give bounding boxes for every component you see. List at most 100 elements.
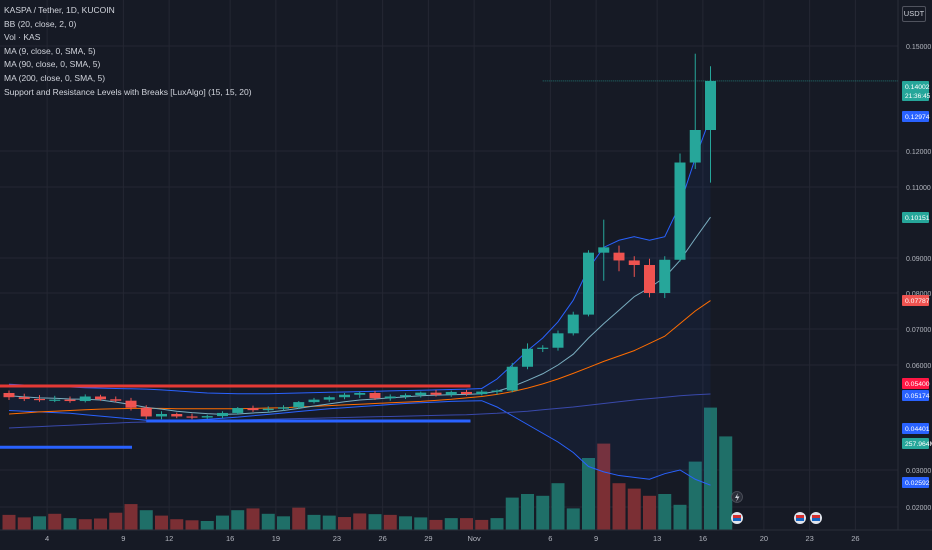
candle-body — [644, 265, 655, 293]
price-tag-label: 0.10151 — [905, 215, 930, 222]
volume-bar — [200, 521, 214, 530]
candle-body — [156, 414, 167, 417]
indicator-ma90[interactable]: MA (90, close, 0, SMA, 5) — [4, 59, 101, 70]
volume-bar — [63, 518, 77, 530]
candle-body — [293, 402, 305, 408]
volume-bar — [383, 514, 397, 530]
volume-bar — [139, 510, 153, 530]
x-tick-label: 26 — [378, 534, 386, 543]
candle-body — [445, 391, 457, 395]
candle-body — [705, 81, 716, 130]
candle-body — [369, 393, 381, 399]
price-tag — [902, 438, 929, 449]
candle-body — [613, 252, 625, 261]
volume-bar — [521, 494, 534, 530]
indicator-volume[interactable]: Vol · KAS — [4, 32, 41, 43]
volume-bar — [170, 519, 184, 530]
y-tick-label: 0.03000 — [906, 468, 931, 475]
volume-bar — [292, 507, 306, 530]
indicator-ma200[interactable]: MA (200, close, 0, SMA, 5) — [4, 72, 106, 83]
price-tag — [902, 295, 929, 306]
volume-bar — [322, 515, 336, 530]
lightning-icon — [731, 491, 743, 503]
candle-body — [461, 391, 472, 395]
x-tick-label: 6 — [548, 534, 552, 543]
volume-bar — [48, 513, 62, 530]
candle-body — [95, 396, 106, 400]
indicator-bb[interactable]: BB (20, close, 2, 0) — [4, 18, 77, 29]
candle-body — [415, 392, 427, 396]
event-flag-icon — [731, 512, 743, 524]
candle-body — [171, 414, 183, 417]
x-tick-label: 23 — [805, 534, 813, 543]
price-tag-label: 0.05400 — [905, 381, 930, 388]
event-flag-icon — [794, 512, 806, 524]
price-tag — [902, 423, 929, 434]
candle-body — [476, 391, 488, 395]
candle-body — [232, 408, 244, 413]
x-tick-label: 19 — [272, 534, 280, 543]
price-tag-label: 0.04401 — [905, 426, 930, 433]
price-tag-label: 0.05174 — [905, 393, 930, 400]
candle-body — [689, 130, 701, 163]
volume-bar — [155, 515, 168, 530]
candle-body — [140, 407, 152, 417]
candle-body — [323, 397, 335, 400]
y-tick-label: 0.11000 — [906, 185, 931, 192]
volume-bar — [33, 516, 46, 530]
candle-body — [308, 399, 320, 403]
y-tick-label: 0.07000 — [906, 327, 931, 334]
candle-body — [79, 396, 91, 402]
bollinger-fill — [9, 117, 711, 486]
chart-legend: KASPA / Tether, 1D, KUCOIN BB (20, close… — [4, 4, 252, 99]
bollinger-lower-line — [8, 400, 711, 486]
candle-body — [491, 390, 503, 392]
price-tag-label: 0.07787 — [905, 298, 930, 305]
ma90-line — [8, 300, 711, 415]
volume-bar — [231, 510, 245, 530]
candles — [3, 53, 716, 420]
currency-button[interactable]: USDT — [902, 6, 926, 22]
x-tick-label: 29 — [424, 534, 432, 543]
volume-bar — [307, 514, 321, 530]
x-tick-label: 16 — [699, 534, 707, 543]
candle-body — [339, 394, 350, 398]
volume-bar — [688, 461, 702, 530]
volume-bar — [94, 518, 107, 530]
candle-body — [64, 399, 76, 402]
volume-bars — [2, 407, 733, 530]
volume-bar — [216, 515, 229, 530]
candle-body — [552, 333, 564, 348]
volume-bar — [536, 495, 550, 530]
x-tick-label: 9 — [594, 534, 598, 543]
symbol-title[interactable]: KASPA / Tether, 1D, KUCOIN — [4, 5, 115, 15]
candle-body — [186, 416, 198, 418]
volume-bar — [597, 443, 611, 530]
volume-bar — [643, 495, 656, 530]
volume-bar — [124, 504, 138, 530]
price-tag-label: 257.964M — [905, 441, 932, 448]
volume-bar — [582, 458, 595, 530]
candle-body — [110, 399, 122, 401]
candle-body — [18, 397, 30, 399]
volume-bar — [673, 504, 687, 530]
grid-lines — [0, 0, 898, 530]
x-tick-label: 9 — [121, 534, 125, 543]
candle-body — [522, 348, 533, 367]
candle-body — [567, 314, 579, 334]
volume-bar — [566, 508, 580, 530]
volume-bar — [246, 508, 260, 530]
indicator-ma9[interactable]: MA (9, close, 0, SMA, 5) — [4, 45, 96, 56]
price-tag — [902, 378, 929, 389]
x-tick-label: 12 — [165, 534, 173, 543]
x-tick-label: 26 — [851, 534, 859, 543]
volume-bar — [17, 517, 31, 530]
candle-body — [247, 408, 259, 411]
candle-body — [125, 400, 137, 408]
indicator-sr-levels[interactable]: Support and Resistance Levels with Break… — [4, 86, 252, 97]
volume-bar — [658, 494, 672, 530]
candle-body — [598, 247, 610, 253]
x-tick-label: 16 — [226, 534, 234, 543]
volume-bar — [399, 516, 412, 530]
